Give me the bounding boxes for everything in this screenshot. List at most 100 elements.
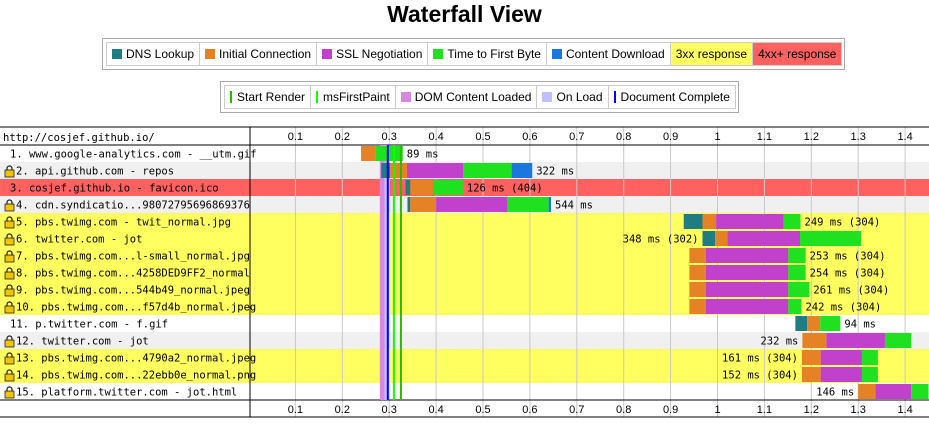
table-row[interactable]: [0, 145, 929, 162]
x-tick-label: 0.3: [382, 131, 397, 143]
bar-connect: [390, 163, 408, 178]
bar-ttfb: [433, 180, 463, 195]
bar-ssl: [705, 265, 789, 280]
request-time-label: 322 ms: [536, 166, 574, 178]
request-label[interactable]: 5. pbs.twimg.com - twit_normal.jpg: [16, 217, 231, 229]
lock-body: [4, 271, 15, 280]
bar-ssl: [820, 367, 862, 382]
request-label[interactable]: 11. p.twitter.com - f.gif: [10, 319, 168, 331]
request-time-label: 249 ms (304): [805, 217, 881, 229]
dom-content-loaded-marker: [379, 145, 385, 400]
request-time-label: 126 ms (404): [467, 183, 543, 195]
lock-shackle: [6, 165, 13, 171]
bar-download: [511, 163, 533, 178]
legend-item-dom-content-loaded: DOM Content Loaded: [394, 85, 538, 109]
request-time-label: 232 ms: [760, 336, 798, 348]
legend-swatch-content-download: [551, 49, 562, 59]
phase-legend: DNS Lookup Initial Connection SSL Negotiat…: [102, 38, 846, 70]
x-tick-label: 0.5: [475, 131, 490, 143]
request-label[interactable]: 6. twitter.com - jot: [16, 234, 142, 246]
table-row[interactable]: [0, 383, 929, 400]
bar-ssl: [727, 231, 801, 246]
x-tick-label-bottom: 0.2: [335, 404, 350, 416]
lock-icon: [4, 386, 15, 399]
legend-swatch-time-to-first-byte: [433, 49, 444, 59]
legend-item-dns-lookup: DNS Lookup: [106, 42, 201, 66]
legend-swatch-document-complete: [613, 91, 616, 103]
table-row[interactable]: [0, 230, 929, 247]
bar-connect: [689, 282, 706, 297]
lock-shackle: [6, 233, 13, 239]
x-tick-label: 0.4: [428, 131, 443, 143]
lock-body: [4, 305, 15, 314]
legend-item-4xx-response: 4xx+ response: [752, 42, 843, 66]
bar-connect: [702, 214, 717, 229]
lock-shackle: [6, 250, 13, 256]
legend-label: Initial Connection: [219, 47, 312, 61]
legend-label: msFirstPaint: [323, 90, 390, 104]
request-time-label: 544 ms: [555, 200, 593, 212]
request-time-label: 161 ms (304): [722, 353, 798, 365]
x-tick-label: 1.2: [804, 131, 819, 143]
lock-body: [4, 237, 15, 246]
request-time-label: 146 ms: [816, 387, 854, 399]
bar-dns: [795, 316, 808, 331]
bar-ssl: [436, 197, 508, 212]
request-label[interactable]: 9. pbs.twimg.com...544b49_normal.jpeg: [16, 285, 250, 297]
bar-ttfb: [788, 248, 806, 263]
lock-body: [4, 356, 15, 365]
bar-ttfb: [783, 214, 801, 229]
legend-label: Document Complete: [620, 90, 730, 104]
x-tick-label-bottom: 0.9: [663, 404, 678, 416]
legend-label: Start Render: [237, 90, 306, 104]
lock-icon: [4, 352, 15, 365]
request-label[interactable]: 1. www.google-analytics.com - __utm.gif: [10, 149, 257, 161]
legend-swatch-dns-lookup: [112, 49, 122, 59]
lock-icon: [4, 199, 15, 212]
bar-ttfb: [788, 299, 802, 314]
bar-connect: [689, 299, 706, 314]
bar-connect: [858, 384, 876, 399]
request-label[interactable]: 14. pbs.twimg.com...22ebb0e_normal.png: [16, 370, 256, 382]
lock-body: [4, 169, 15, 178]
legend-label: SSL Negotiation: [336, 47, 423, 61]
table-row[interactable]: [0, 179, 929, 196]
legend-label: Content Download: [565, 47, 665, 61]
bar-connect: [689, 248, 706, 263]
bar-connect: [361, 146, 376, 161]
bar-ssl: [705, 299, 789, 314]
request-time-label: 254 ms (304): [810, 268, 886, 280]
bar-connect: [801, 350, 821, 365]
x-tick-label: 1: [714, 131, 720, 143]
bar-ttfb: [507, 197, 549, 212]
request-label[interactable]: 12. twitter.com - jot: [16, 336, 149, 348]
request-label[interactable]: 10. pbs.twimg.com...f57d4b_normal.jpeg: [16, 302, 256, 314]
x-tick-label: 0.1: [288, 131, 303, 143]
request-label[interactable]: 3. cosjef.github.io - favicon.ico: [10, 183, 219, 195]
request-label[interactable]: 7. pbs.twimg.com...l-small_normal.jpg: [16, 251, 250, 263]
lock-icon: [4, 250, 15, 263]
bar-connect: [410, 197, 437, 212]
x-tick-label: 0.8: [616, 131, 631, 143]
bar-ssl: [716, 214, 784, 229]
table-row[interactable]: [0, 349, 929, 366]
table-row[interactable]: [0, 332, 929, 349]
x-tick-label: 0.9: [663, 131, 678, 143]
lock-shackle: [6, 267, 13, 273]
table-row[interactable]: [0, 315, 929, 332]
request-label[interactable]: 2. api.github.com - repos: [16, 166, 174, 178]
table-row[interactable]: [0, 366, 929, 383]
lock-shackle: [6, 386, 13, 392]
legend-label: Time to First Byte: [447, 47, 541, 61]
bar-connect: [807, 316, 821, 331]
lock-shackle: [6, 352, 13, 358]
bar-connect: [801, 367, 821, 382]
lock-icon: [4, 216, 15, 229]
request-label[interactable]: 8. pbs.twimg.com...4258DED9FF2_normal: [16, 268, 250, 280]
request-label[interactable]: 13. pbs.twimg.com...4790a2_normal.jpeg: [16, 353, 256, 365]
request-label[interactable]: 15. platform.twitter.com - jot.html: [16, 387, 237, 399]
bar-ttfb: [463, 163, 512, 178]
lock-body: [4, 339, 15, 348]
x-tick-label: 0.2: [335, 131, 350, 143]
request-label[interactable]: 4. cdn.syndicatio...98072795696869376: [16, 200, 250, 212]
